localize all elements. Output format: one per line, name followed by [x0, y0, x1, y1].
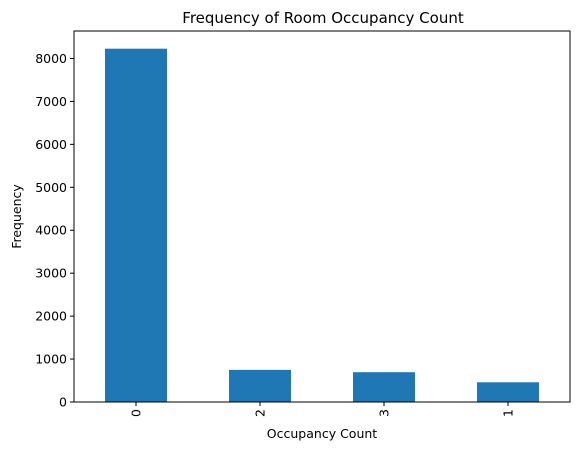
x-tick-label: 3	[377, 409, 392, 417]
bars-group	[105, 48, 539, 402]
chart-title: Frequency of Room Occupancy Count	[182, 9, 464, 27]
y-tick-label: 4000	[35, 223, 67, 238]
x-tick-label: 1	[501, 409, 516, 417]
y-tick-label: 3000	[35, 266, 67, 281]
y-tick-label: 5000	[35, 180, 67, 195]
bar-2	[229, 369, 291, 402]
bar-3	[353, 372, 415, 402]
y-tick-label: 6000	[35, 137, 67, 152]
bar-1	[477, 382, 539, 402]
bar-0	[105, 48, 167, 402]
y-tick-label: 2000	[35, 309, 67, 324]
y-axis-ticks: 0 1000 2000 3000 4000 5000 6000 7000 8000	[35, 51, 74, 410]
x-tick-label: 0	[129, 409, 144, 417]
y-tick-label: 7000	[35, 94, 67, 109]
y-tick-label: 1000	[35, 352, 67, 367]
x-axis-label: Occupancy Count	[267, 426, 377, 441]
y-tick-label: 8000	[35, 51, 67, 66]
y-axis-label: Frequency	[9, 184, 24, 249]
x-axis-ticks: 0 2 3 1	[129, 402, 516, 417]
y-tick-label: 0	[59, 395, 67, 410]
x-tick-label: 2	[253, 409, 268, 417]
plot-frame	[73, 30, 571, 403]
